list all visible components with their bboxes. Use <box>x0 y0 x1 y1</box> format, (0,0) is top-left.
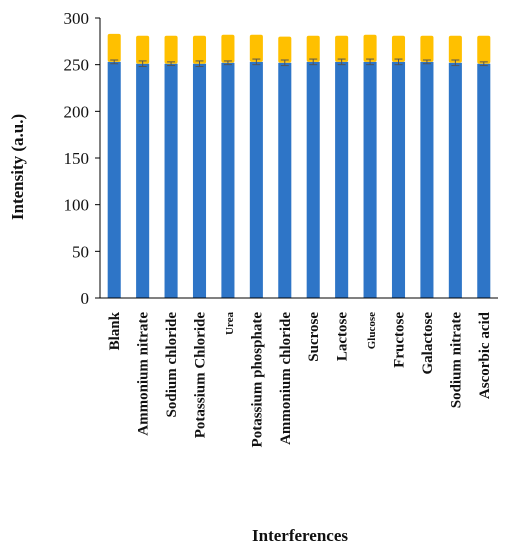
bar-segment-1 <box>448 62 462 298</box>
bar-segment-1 <box>391 61 406 298</box>
bar-segment-2 <box>192 35 207 64</box>
bar-segment-2 <box>107 33 121 62</box>
bar-segment-2 <box>249 34 263 62</box>
x-category-label: Sodium nitrate <box>448 312 464 409</box>
bar-segment-2 <box>164 35 178 64</box>
x-axis-title: Interferences <box>252 526 348 545</box>
bar-segment-2 <box>477 35 491 64</box>
bar-group <box>107 33 491 298</box>
x-category-label: Blank <box>107 311 123 350</box>
x-category-label: Potassium Chloride <box>193 312 209 439</box>
bar-segment-2 <box>448 35 462 63</box>
y-tick-label: 150 <box>64 149 90 168</box>
error-bar-group <box>110 58 488 68</box>
x-category-label: Galactose <box>420 312 436 375</box>
bar-segment-2 <box>363 34 377 62</box>
y-tick-label: 250 <box>64 56 90 75</box>
x-category-label: Potassium phosphate <box>249 312 265 448</box>
bar-segment-1 <box>278 62 292 298</box>
bar-segment-1 <box>306 61 320 298</box>
bar-segment-1 <box>164 63 178 298</box>
bar-segment-2 <box>335 35 349 62</box>
x-category-label: Sodium chloride <box>164 312 180 418</box>
bar-segment-1 <box>420 61 434 298</box>
x-category-label: Urea <box>224 312 236 336</box>
bar-segment-2 <box>420 35 434 62</box>
bar-segment-2 <box>278 36 292 63</box>
bar-segment-1 <box>363 61 377 298</box>
bar-segment-1 <box>335 61 349 298</box>
bar-segment-2 <box>391 35 406 62</box>
y-tick-label: 100 <box>64 196 90 215</box>
bar-segment-1 <box>136 63 150 298</box>
bar-segment-2 <box>221 34 235 63</box>
x-category-label: Fructose <box>392 312 408 368</box>
bar-segment-2 <box>136 35 150 64</box>
bar-segment-1 <box>107 61 121 298</box>
bar-segment-1 <box>249 61 263 298</box>
y-tick-label: 0 <box>81 289 90 308</box>
y-axis-title: Intensity (a.u.) <box>8 114 27 220</box>
x-category-label: Sucrose <box>306 312 322 362</box>
bar-segment-2 <box>306 35 320 62</box>
y-tick-label: 200 <box>64 102 90 121</box>
x-category-label: Lactose <box>335 312 351 361</box>
x-category-label: Ammonium chloride <box>278 312 294 445</box>
y-tick-label: 50 <box>72 242 89 261</box>
bar-segment-1 <box>192 63 207 298</box>
x-label-group: Blank Ammonium nitrate Sodium chloride Pota… <box>107 311 493 447</box>
x-category-label: Glucose <box>366 312 378 349</box>
x-category-label: Ascorbic acid <box>477 311 493 399</box>
bar-segment-1 <box>477 63 491 298</box>
bar-segment-1 <box>221 62 235 298</box>
x-category-label: Ammonium nitrate <box>136 312 152 436</box>
y-tick-group: 0 50 100 150 200 250 300 <box>64 9 100 308</box>
y-tick-label: 300 <box>64 9 90 28</box>
